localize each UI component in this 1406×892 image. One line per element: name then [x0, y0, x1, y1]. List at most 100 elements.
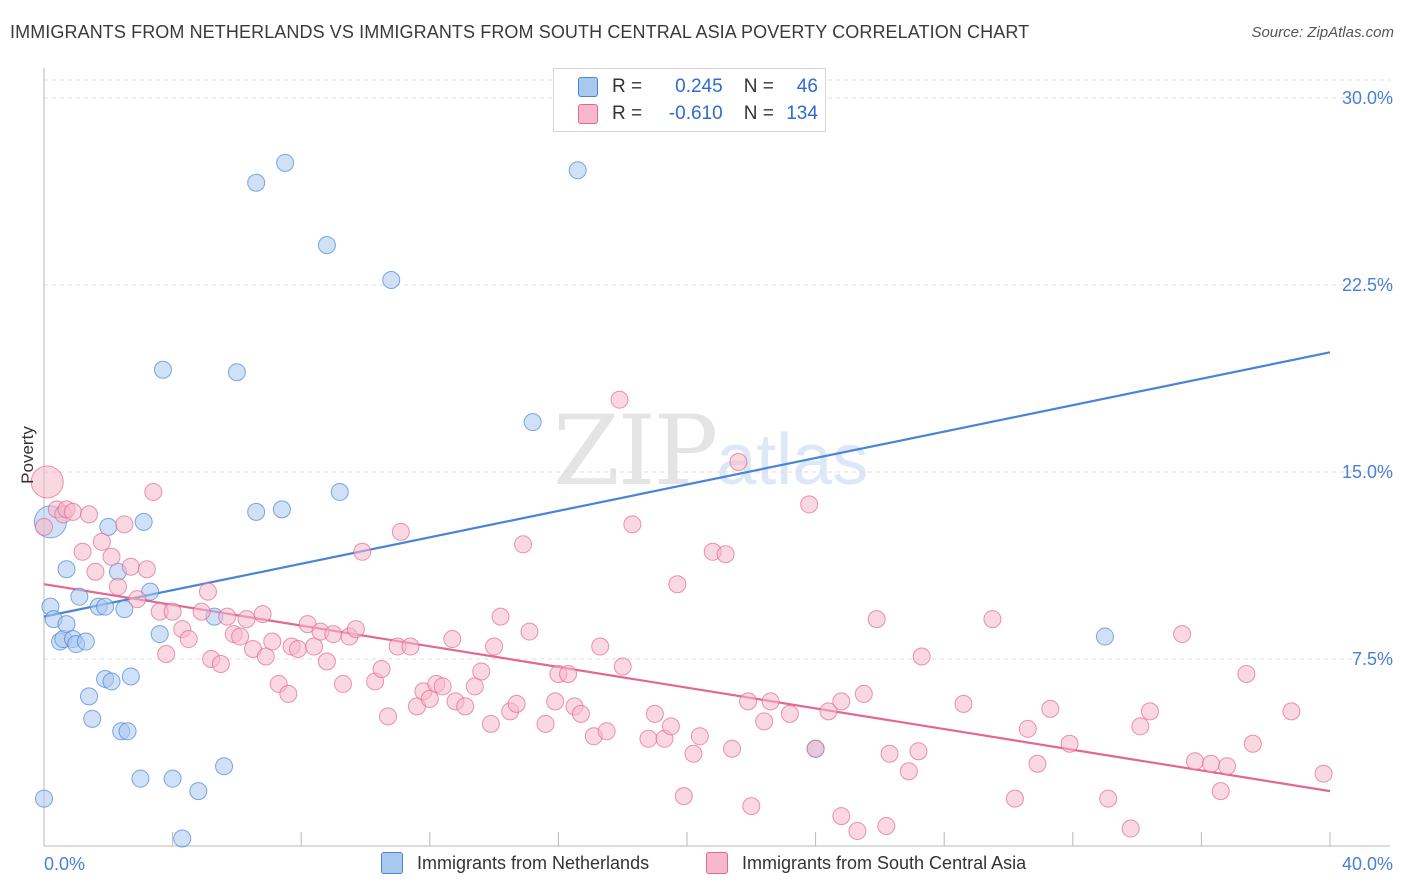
grid-layer [44, 79, 1390, 660]
south-central-asia-point [115, 515, 134, 534]
netherlands-point [80, 687, 99, 706]
netherlands-point [115, 600, 134, 619]
south-central-asia-point [1028, 754, 1047, 773]
netherlands-point [215, 757, 234, 776]
south-central-asia-point [324, 625, 343, 644]
south-central-asia-point [443, 630, 462, 649]
south-central-asia-point [867, 610, 886, 629]
points-layer [30, 153, 1333, 848]
netherlands-point [70, 587, 89, 606]
south-central-asia-point [761, 692, 780, 711]
netherlands-legend-swatch [381, 852, 403, 874]
south-central-asia-point [684, 744, 703, 763]
south-central-asia-point [819, 702, 838, 721]
south-central-asia-point [610, 390, 629, 409]
netherlands-point [96, 597, 115, 616]
south-central-asia-point [1018, 719, 1037, 738]
netherlands-point [163, 769, 182, 788]
netherlands-point [121, 667, 140, 686]
netherlands-swatch [578, 77, 598, 97]
watermark-zip: ZIP [553, 395, 718, 507]
netherlands-point [523, 413, 542, 432]
south-central-asia-point [800, 495, 819, 514]
r-label: R = [612, 76, 643, 97]
n-label: N = [743, 76, 774, 97]
south-central-asia-point [1218, 757, 1237, 776]
south-central-asia-point [481, 714, 500, 733]
south-central-asia-point [1202, 754, 1221, 773]
legend-item-south-central-asia: Immigrants from South Central Asia [706, 852, 1026, 874]
south-central-asia-point [536, 714, 555, 733]
netherlands-point [131, 769, 150, 788]
south-central-asia-point [121, 557, 140, 576]
south-central-asia-point [623, 515, 642, 534]
south-central-asia-point [137, 560, 156, 579]
south-central-asia-point [1005, 789, 1024, 808]
south-central-asia-point [231, 627, 250, 646]
south-central-asia-point [1173, 625, 1192, 644]
netherlands-point [150, 625, 169, 644]
south-central-asia-point [391, 522, 410, 541]
south-central-asia-point [263, 632, 282, 651]
y-tick-label: 7.5% [1352, 649, 1393, 669]
label-layer: 7.5% 15.0% 22.5% 30.0% 0.0% 40.0% Poverty [18, 88, 1393, 874]
axis-layer [43, 68, 1390, 847]
south-central-asia-point [674, 787, 693, 806]
south-central-asia-point [690, 727, 709, 746]
south-central-asia-point [218, 607, 237, 626]
south-central-asia-point [832, 807, 851, 826]
south-central-asia-point [237, 610, 256, 629]
south-central-asia-legend-swatch [706, 852, 728, 874]
south-central-asia-point [157, 645, 176, 664]
south-central-asia-point [353, 542, 372, 561]
south-central-asia-point [163, 602, 182, 621]
south-central-asia-point [755, 712, 774, 731]
south-central-asia-point [30, 465, 64, 499]
south-central-asia-point [485, 637, 504, 656]
south-central-asia-trend-line [43, 583, 1331, 793]
south-central-asia-point [80, 505, 99, 524]
south-central-asia-point [192, 602, 211, 621]
chart-source: Source: ZipAtlas.com [1251, 24, 1394, 41]
south-central-asia-point [729, 453, 748, 472]
south-central-asia-point [639, 729, 658, 748]
stats-row-south-central-asia: R = -0.610 N = 134 [578, 102, 818, 126]
netherlands-point [57, 560, 76, 579]
south-central-asia-point [63, 502, 82, 521]
south-central-asia-point [346, 620, 365, 639]
south-central-asia-point [507, 694, 526, 713]
netherlands-point [99, 517, 118, 536]
south-central-asia-point [379, 707, 398, 726]
x-tick-label-min: 0.0% [44, 854, 85, 874]
netherlands-point [189, 782, 208, 801]
south-central-asia-point [832, 692, 851, 711]
south-central-asia-swatch [578, 104, 598, 124]
x-tick-label-max: 40.0% [1342, 854, 1393, 874]
south-central-asia-point [1237, 664, 1256, 683]
south-central-asia-point [317, 652, 336, 671]
south-central-asia-point [880, 744, 899, 763]
south-central-asia-point [591, 637, 610, 656]
south-central-asia-point [1121, 819, 1140, 838]
south-central-asia-point [253, 605, 272, 624]
netherlands-point [76, 632, 95, 651]
south-central-asia-point [661, 717, 680, 736]
watermark: ZIPatlas [553, 395, 868, 507]
legend-item-netherlands: Immigrants from Netherlands [381, 852, 649, 874]
south-central-asia-point [472, 662, 491, 681]
south-central-asia-point [1314, 764, 1333, 783]
south-central-asia-point [1099, 789, 1118, 808]
netherlands-point [57, 615, 76, 634]
south-central-asia-point [739, 692, 758, 711]
south-central-asia-point [559, 664, 578, 683]
south-central-asia-point [102, 547, 121, 566]
netherlands-point [276, 153, 295, 172]
netherlands-point [118, 722, 137, 741]
netherlands-point [35, 789, 53, 808]
south-central-asia-point [1243, 734, 1262, 753]
south-central-asia-point [546, 692, 565, 711]
south-central-asia-point [288, 640, 307, 659]
netherlands-point [247, 502, 266, 521]
south-central-asia-point [35, 517, 53, 536]
